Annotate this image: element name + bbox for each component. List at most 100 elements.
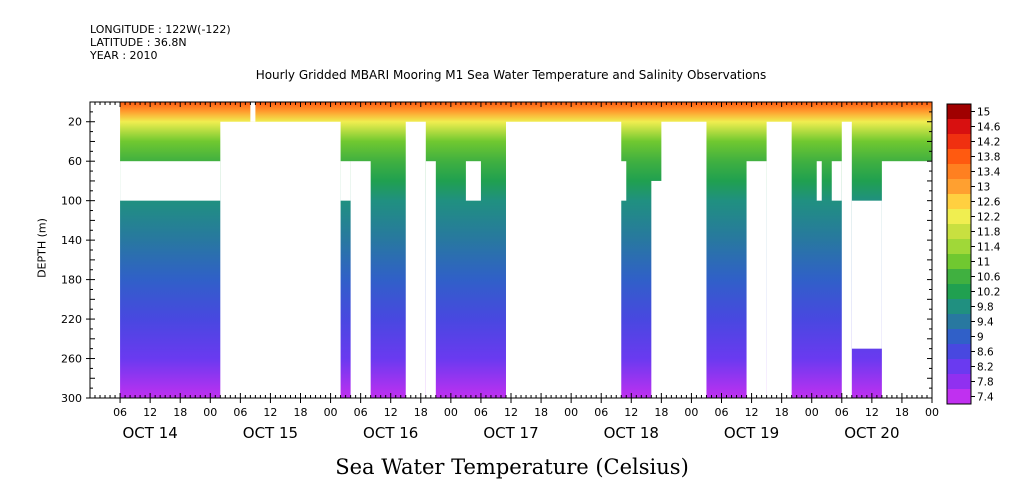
x-tick-label: 18 — [173, 406, 187, 419]
colorbar-label: 8.6 — [977, 347, 994, 359]
missing-data-block — [90, 102, 121, 398]
axes: 06 12 18 00 06 12 18 00 06 12 18 00 06 12 18 00 06 12 18 00… — [61, 101, 939, 442]
missing-data-block — [766, 121, 792, 398]
colorbar-cell — [947, 329, 971, 345]
colorbar-cell — [947, 374, 971, 390]
missing-data-block — [881, 161, 932, 398]
colorbar-cell — [947, 164, 971, 180]
colorbar-label: 9.8 — [977, 302, 994, 314]
colorbar-label: 9.4 — [977, 317, 994, 329]
colorbar-cell — [947, 179, 971, 195]
missing-data-block — [661, 121, 707, 398]
missing-data-block — [425, 161, 436, 398]
colorbar-label: 7.8 — [977, 377, 994, 389]
chart-title: Hourly Gridded MBARI Mooring M1 Sea Wate… — [255, 68, 767, 82]
missing-data-block — [841, 121, 852, 398]
x-tick-label: 00 — [564, 406, 578, 419]
colorbar-cell — [947, 344, 971, 360]
x-tick-label: 00 — [444, 406, 458, 419]
latitude-label: LATITUDE : 36.8N — [90, 36, 187, 49]
x-tick-label: 06 — [835, 406, 849, 419]
missing-data-block — [340, 161, 351, 201]
x-tick-label: 00 — [324, 406, 338, 419]
x-tick-label: 00 — [805, 406, 819, 419]
colorbar-label: 11 — [977, 257, 990, 269]
y-tick-label: 140 — [61, 234, 82, 247]
y-tick-label: 300 — [61, 392, 82, 405]
x-tick-label: 00 — [925, 406, 939, 419]
colorbar-label: 14.2 — [977, 137, 1000, 149]
colorbar-cell — [947, 194, 971, 210]
x-tick-label: 06 — [233, 406, 247, 419]
x-tick-label: 12 — [624, 406, 638, 419]
variable-label: Sea Water Temperature (Celsius) — [335, 455, 689, 479]
x-tick-label: 12 — [384, 406, 398, 419]
x-tick-label: 06 — [715, 406, 729, 419]
colorbar-frame — [946, 103, 972, 405]
colorbar-label: 12.2 — [977, 212, 1000, 224]
colorbar-label: 14.6 — [977, 122, 1001, 134]
x-tick-label: 06 — [594, 406, 608, 419]
colorbar-cell — [947, 254, 971, 270]
colorbar-cell — [947, 134, 971, 150]
x-tick-label: 06 — [113, 406, 127, 419]
x-day-label: OCT 15 — [243, 424, 298, 442]
x-tick-label: 18 — [895, 406, 909, 419]
colorbar: 15 14.6 14.2 13.8 13.4 13 12.6 12.2 11.8 11.4 11 10… — [946, 103, 1001, 405]
missing-data-block — [120, 161, 221, 201]
colorbar-label: 13.4 — [977, 167, 1001, 179]
x-tick-label: 18 — [414, 406, 428, 419]
missing-data-block — [851, 200, 882, 349]
x-tick-label: 06 — [354, 406, 368, 419]
x-tick-label: 12 — [504, 406, 518, 419]
x-tick-label: 18 — [654, 406, 668, 419]
colorbar-label: 11.4 — [977, 242, 1001, 254]
missing-data-block — [505, 121, 622, 398]
x-day-label: OCT 14 — [122, 424, 177, 442]
missing-data-block — [250, 102, 256, 122]
x-day-label: OCT 16 — [363, 424, 418, 442]
missing-data-block — [220, 121, 341, 398]
missing-data-block — [350, 161, 371, 398]
x-tick-label: 00 — [203, 406, 217, 419]
colorbar-label: 7.4 — [977, 392, 994, 404]
missing-data-block — [405, 121, 426, 398]
missing-data-block — [746, 161, 767, 398]
y-tick-label: 220 — [61, 313, 82, 326]
x-tick-label: 18 — [775, 406, 789, 419]
y-tick-label: 60 — [68, 155, 82, 168]
missing-data-block — [816, 161, 822, 201]
x-tick-label: 06 — [474, 406, 488, 419]
x-tick-label: 12 — [745, 406, 759, 419]
heatmap-plot — [90, 102, 932, 398]
colorbar-cell — [947, 269, 971, 285]
colorbar-label: 15 — [977, 107, 990, 119]
y-tick-label: 20 — [68, 116, 82, 129]
missing-data-block — [465, 161, 481, 201]
colorbar-label: 8.2 — [977, 362, 994, 374]
x-tick-label: 18 — [534, 406, 548, 419]
y-tick-label: 260 — [61, 353, 82, 366]
missing-data-block — [831, 161, 842, 201]
x-day-label: OCT 17 — [483, 424, 538, 442]
colorbar-label: 13 — [977, 182, 990, 194]
x-day-label: OCT 19 — [724, 424, 779, 442]
colorbar-label: 12.6 — [977, 197, 1001, 209]
x-tick-label: 12 — [143, 406, 157, 419]
colorbar-cell — [947, 224, 971, 240]
colorbar-cell — [947, 104, 971, 120]
colorbar-cell — [947, 299, 971, 315]
colorbar-cell — [947, 209, 971, 225]
colorbar-cell — [947, 284, 971, 300]
longitude-label: LONGITUDE : 122W(-122) — [90, 23, 231, 36]
colorbar-label: 10.2 — [977, 287, 1000, 299]
y-tick-label: 100 — [61, 195, 82, 208]
colorbar-cell — [947, 149, 971, 165]
x-tick-label: 12 — [865, 406, 879, 419]
x-day-label: OCT 18 — [604, 424, 659, 442]
x-tick-label: 12 — [263, 406, 277, 419]
colorbar-label: 11.8 — [977, 227, 1000, 239]
colorbar-cell — [947, 389, 971, 405]
colorbar-label: 10.6 — [977, 272, 1001, 284]
